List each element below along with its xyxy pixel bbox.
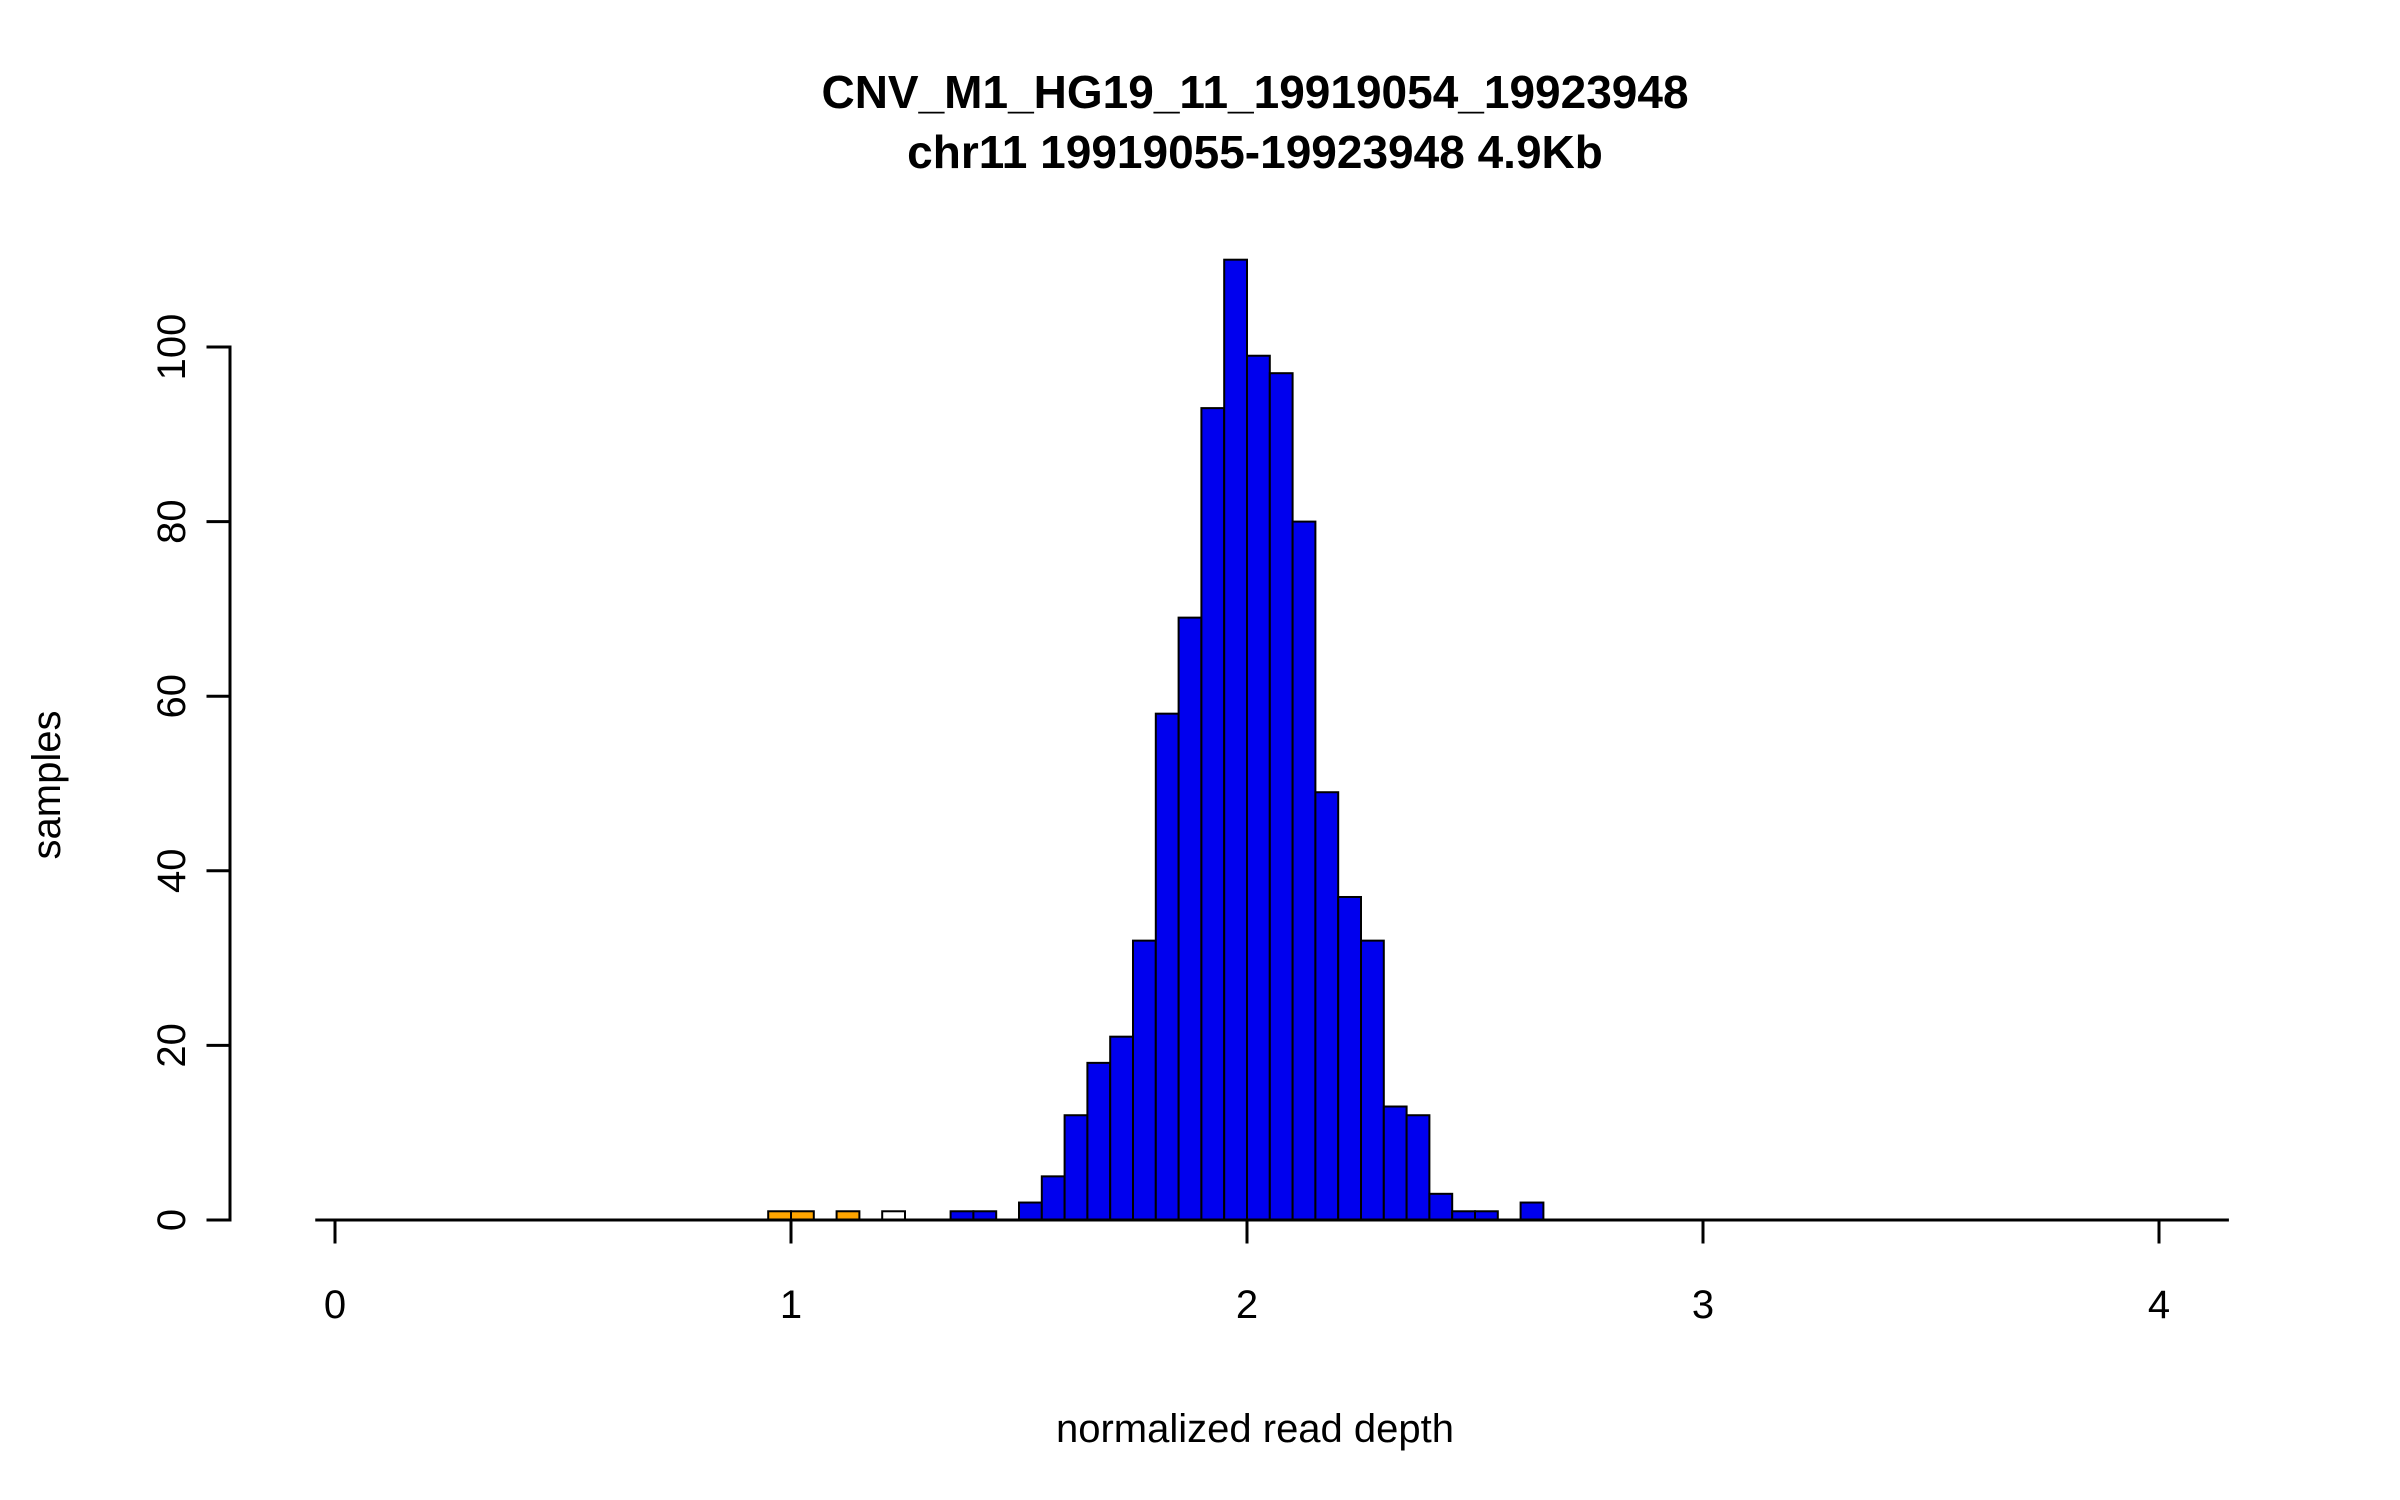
x-tick-label: 1 — [780, 1283, 802, 1327]
histogram-bar — [1428, 1192, 1454, 1222]
y-tick-label: 0 — [150, 1209, 194, 1231]
histogram-bar — [1177, 616, 1203, 1221]
y-tick-label: 40 — [150, 849, 194, 894]
y-tick-label: 60 — [150, 674, 194, 719]
histogram-bar — [1268, 372, 1294, 1221]
histogram-bar — [1519, 1201, 1545, 1222]
x-tick-label: 3 — [1692, 1283, 1714, 1327]
histogram-bar — [1246, 354, 1271, 1222]
histogram-bar — [1200, 407, 1226, 1221]
histogram-bar — [1360, 939, 1385, 1221]
histogram-bar — [1132, 939, 1157, 1221]
histogram-bar — [1086, 1061, 1112, 1221]
y-axis: 0 20 40 60 80 100 — [150, 314, 232, 1231]
histogram-bar — [1109, 1035, 1134, 1222]
y-axis-label: samples — [25, 711, 69, 860]
histogram-bar — [1063, 1114, 1089, 1221]
chart-subtitle: chr11 19919055-19923948 4.9Kb — [907, 126, 1603, 178]
y-tick-label: 20 — [150, 1023, 194, 1068]
histogram-bars — [767, 258, 1545, 1222]
histogram-bar — [1382, 1105, 1408, 1222]
histogram-bar — [1291, 520, 1317, 1221]
x-tick-label: 0 — [324, 1283, 346, 1327]
y-tick-label: 100 — [150, 314, 194, 381]
histogram-bar — [1337, 895, 1362, 1221]
histogram-bar — [1018, 1201, 1043, 1222]
chart-title: CNV_M1_HG19_11_19919054_19923948 — [821, 66, 1688, 118]
histogram-bar — [1223, 258, 1248, 1221]
x-axis-label: normalized read depth — [1056, 1407, 1454, 1451]
histogram-bar — [1040, 1175, 1066, 1221]
x-tick-label: 4 — [2148, 1283, 2170, 1327]
x-axis: 0 1 2 3 4 — [315, 1218, 2229, 1327]
histogram-bar — [1405, 1114, 1431, 1221]
y-tick-label: 80 — [150, 499, 194, 544]
histogram-bar — [1314, 791, 1340, 1221]
x-tick-label: 2 — [1236, 1283, 1258, 1327]
histogram-bar — [1154, 712, 1180, 1221]
